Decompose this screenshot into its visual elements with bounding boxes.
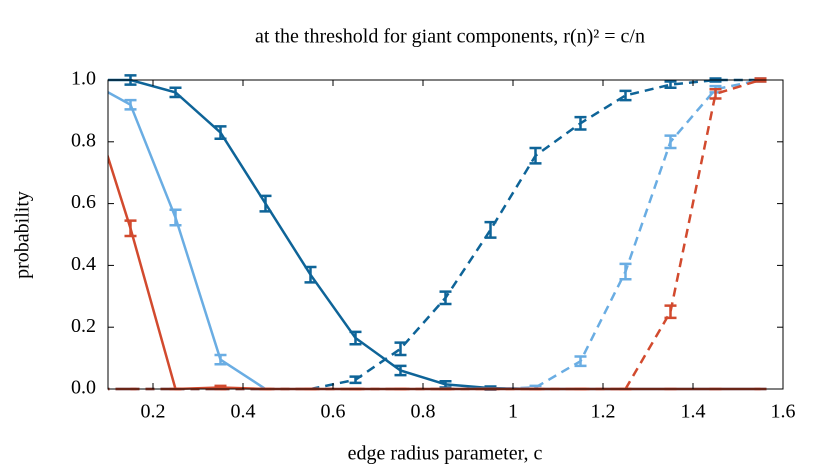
error-bar <box>439 380 452 389</box>
error-bar <box>169 86 182 99</box>
error-bar <box>664 304 677 320</box>
y-tick-label: 0.0 <box>71 377 96 399</box>
plot-area <box>108 74 767 391</box>
error-bar <box>664 134 677 150</box>
x-tick-label: 0.4 <box>231 401 256 423</box>
series-line <box>108 78 761 391</box>
error-bar <box>214 353 227 366</box>
x-tick-label: 1 <box>508 401 518 423</box>
error-bar <box>169 208 182 227</box>
error-bar <box>619 262 632 281</box>
error-bar <box>664 80 677 89</box>
x-axis-label: edge radius parameter, c <box>348 443 543 465</box>
x-tick-label: 0.6 <box>321 401 346 423</box>
error-bar <box>214 125 227 140</box>
error-bar <box>394 341 407 357</box>
error-bar <box>349 330 362 346</box>
x-tick-label: 1.4 <box>681 401 706 423</box>
series-line <box>108 153 761 391</box>
error-bar <box>394 364 407 377</box>
chart-title: at the threshold for giant components, r… <box>255 26 645 48</box>
error-bar <box>574 355 587 368</box>
x-tick-label: 1.2 <box>591 401 616 423</box>
y-tick-label: 0.8 <box>71 129 96 151</box>
y-tick-label: 0.2 <box>71 315 96 337</box>
series-line <box>108 78 761 391</box>
error-bar <box>304 265 317 284</box>
x-tick-label: 1.6 <box>771 401 796 423</box>
plot-frame <box>107 79 784 390</box>
series-line <box>108 78 761 391</box>
series-line <box>108 90 761 391</box>
error-bar <box>439 290 452 306</box>
error-bar <box>619 89 632 102</box>
error-bar <box>124 219 137 238</box>
error-bar <box>574 115 587 131</box>
error-bar <box>529 146 542 165</box>
error-bar <box>349 375 362 385</box>
y-axis-label: probability <box>12 191 34 279</box>
y-tick-label: 1.0 <box>71 68 96 90</box>
y-tick-label: 0.4 <box>71 253 96 275</box>
error-bar <box>124 98 137 111</box>
y-tick-label: 0.6 <box>71 191 96 213</box>
x-tick-label: 0.2 <box>141 401 166 423</box>
error-bar <box>484 220 497 239</box>
series-line <box>108 78 761 391</box>
error-bar <box>709 88 722 100</box>
x-tick-label: 0.8 <box>411 401 436 423</box>
error-bar <box>259 194 272 213</box>
